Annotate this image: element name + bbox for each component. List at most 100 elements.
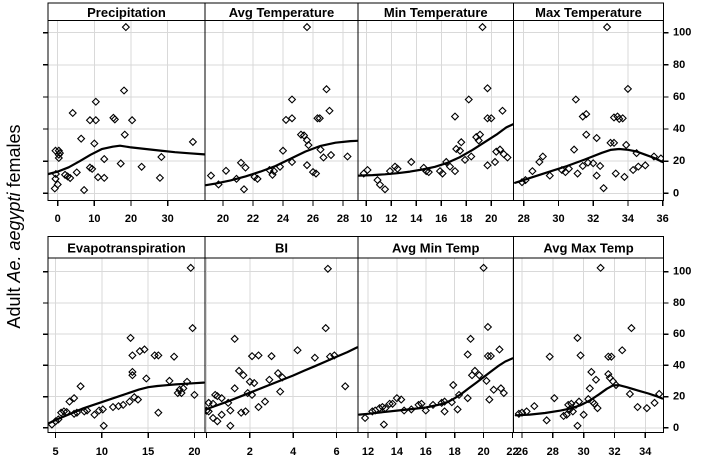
panel-avg-temperature: Avg Temperature 20 22 24 26 28 (204, 2, 359, 225)
data-point (475, 130, 485, 139)
data-point (485, 395, 494, 404)
data-point (486, 351, 495, 361)
data-point (316, 145, 325, 154)
x-tick-label: 4 (290, 446, 297, 458)
data-point (576, 351, 585, 360)
data-point (302, 160, 312, 170)
data-point (604, 352, 613, 361)
data-point (130, 393, 139, 402)
panel-precipitation: Precipitation 0 10 20 30 (43, 2, 206, 225)
data-point (114, 401, 123, 411)
x-tick-label: 24 (277, 213, 290, 225)
data-point (528, 166, 537, 176)
data-point (245, 377, 255, 386)
x-tick-label: 14 (410, 213, 423, 225)
data-point (208, 413, 218, 423)
data-point (116, 159, 125, 168)
x-axis: 20 22 24 26 28 (217, 200, 349, 225)
data-point (445, 162, 455, 171)
data-point (276, 387, 285, 396)
data-point (128, 371, 137, 380)
x-tick-label: 16 (420, 446, 432, 458)
plot-area (513, 258, 664, 433)
data-point (55, 148, 65, 158)
data-point (475, 371, 484, 380)
data-point (260, 397, 270, 406)
data-point (440, 397, 449, 406)
data-point (483, 114, 492, 123)
panel-title: Avg Min Temp (392, 240, 479, 255)
panel-max-temperature: Max Temperature 28 30 32 34 36 0 20 40 60 80 100 (512, 2, 691, 225)
data-point (599, 183, 608, 193)
data-point (76, 382, 85, 391)
data-point (641, 161, 650, 170)
data-point (119, 86, 129, 95)
data-point (479, 263, 488, 273)
panel-title: Evapotranspiration (67, 240, 186, 255)
x-tick-label: 20 (485, 213, 497, 225)
y-axis-right: 0 20 40 60 80 100 (663, 266, 691, 434)
panel-avg-max-temp: Avg Max Temp 26 28 30 32 34 0 20 40 60 80 100 (512, 235, 691, 458)
data-point (602, 22, 612, 32)
data-point (128, 367, 137, 377)
x-tick-label: 20 (188, 446, 200, 458)
data-point (607, 352, 616, 361)
x-tick-label: 2 (247, 446, 253, 458)
data-point (254, 351, 263, 360)
data-point (236, 158, 246, 167)
data-point (205, 407, 213, 416)
panel-title: Avg Max Temp (543, 240, 633, 255)
data-point (592, 133, 601, 143)
x-tick-label: 26 (516, 446, 528, 458)
panel-avg-min-temp: Avg Min Temp 12 14 16 18 20 22 (357, 235, 519, 458)
data-point (609, 138, 619, 148)
data-point (604, 369, 613, 379)
x-tick-label: 10 (96, 446, 108, 458)
data-point (449, 380, 458, 390)
data-point (440, 407, 449, 416)
loess-line (514, 384, 664, 417)
data-point (368, 407, 377, 416)
loess-line (205, 346, 358, 411)
data-point (217, 393, 226, 403)
data-point (237, 408, 246, 417)
data-point (79, 185, 89, 195)
y-axis-right: 0 20 40 60 80 100 (663, 27, 691, 199)
data-point (182, 377, 192, 386)
y-tick-label: 20 (673, 391, 685, 403)
data-point (455, 146, 465, 155)
data-point (466, 334, 475, 344)
data-point (360, 413, 370, 423)
data-point (281, 115, 291, 125)
data-point (155, 173, 165, 183)
data-point (50, 184, 59, 193)
x-axis: 26 28 30 32 34 (516, 432, 652, 458)
data-point (550, 393, 559, 403)
x-tick-label: 20 (125, 213, 137, 225)
x-tick-label: 34 (639, 446, 652, 458)
data-point (325, 106, 334, 115)
x-axis: 5 10 15 20 (53, 432, 201, 458)
data-point (621, 140, 631, 150)
data-point (460, 155, 470, 165)
data-point (438, 169, 447, 178)
data-point (126, 333, 135, 343)
data-point (59, 407, 69, 416)
data-point (90, 139, 99, 148)
data-point (94, 406, 104, 415)
title-strip (512, 2, 665, 22)
data-point (545, 171, 554, 180)
x-tick-label: 22 (506, 446, 518, 458)
panel-title: BI (275, 240, 288, 255)
data-point (69, 393, 79, 403)
data-point (499, 388, 508, 398)
data-point (419, 163, 428, 172)
gridlines (48, 258, 205, 433)
data-point (453, 405, 462, 414)
y-tick-label: 0 (673, 187, 679, 199)
data-point (273, 369, 283, 378)
data-point (137, 162, 146, 171)
data-point (127, 116, 137, 125)
